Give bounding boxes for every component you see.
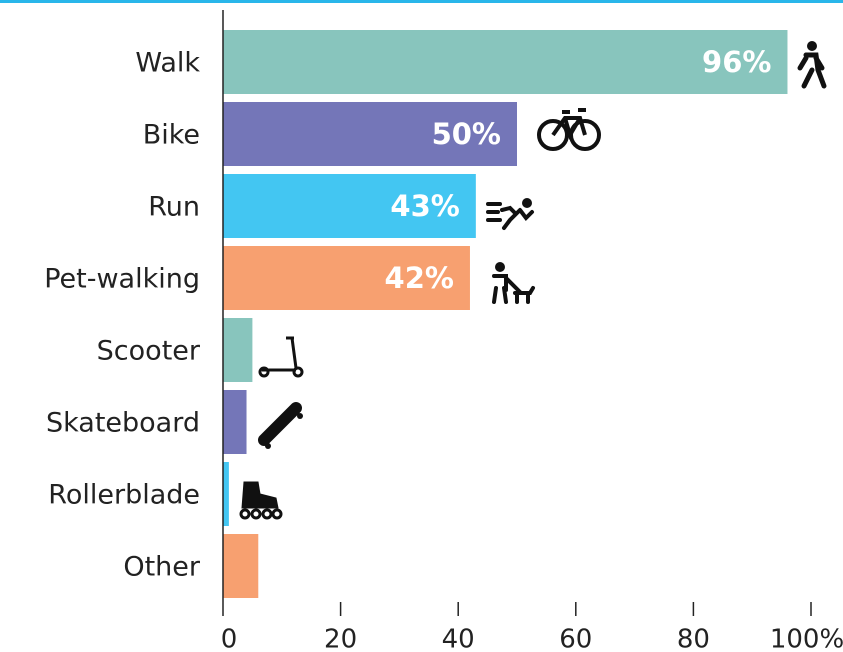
bar <box>223 174 476 238</box>
value-label: 50% <box>432 117 501 151</box>
rollerblade-icon <box>239 481 283 520</box>
bar <box>223 246 470 310</box>
x-tick-label: 100% <box>770 625 843 652</box>
x-tick-label: 0 <box>221 625 238 652</box>
skateboard-icon <box>258 402 303 449</box>
value-label: 96% <box>702 45 771 79</box>
bike-icon <box>537 108 601 151</box>
category-label: Pet-walking <box>44 264 200 295</box>
bar <box>223 102 517 166</box>
scooter-icon <box>258 336 304 378</box>
pet-icon <box>492 262 535 304</box>
bar <box>223 30 788 94</box>
top-rule <box>0 0 843 3</box>
bar <box>223 462 229 526</box>
category-label: Walk <box>135 48 200 79</box>
bar <box>223 534 259 598</box>
category-label: Run <box>148 192 200 223</box>
value-label: 43% <box>390 189 459 223</box>
category-label: Bike <box>143 120 200 151</box>
category-label: Scooter <box>97 336 201 367</box>
bar <box>223 390 247 454</box>
category-label: Other <box>123 552 201 583</box>
category-label: Skateboard <box>46 408 200 439</box>
value-label: 42% <box>385 261 454 295</box>
icons <box>239 41 827 520</box>
run-icon <box>486 198 534 230</box>
x-tick-label: 20 <box>324 625 357 652</box>
x-tick-label: 60 <box>559 625 592 652</box>
walk-icon <box>797 41 827 89</box>
bar <box>223 318 253 382</box>
x-tick-label: 80 <box>677 625 710 652</box>
x-tick-label: 40 <box>442 625 475 652</box>
category-label: Rollerblade <box>48 480 200 511</box>
